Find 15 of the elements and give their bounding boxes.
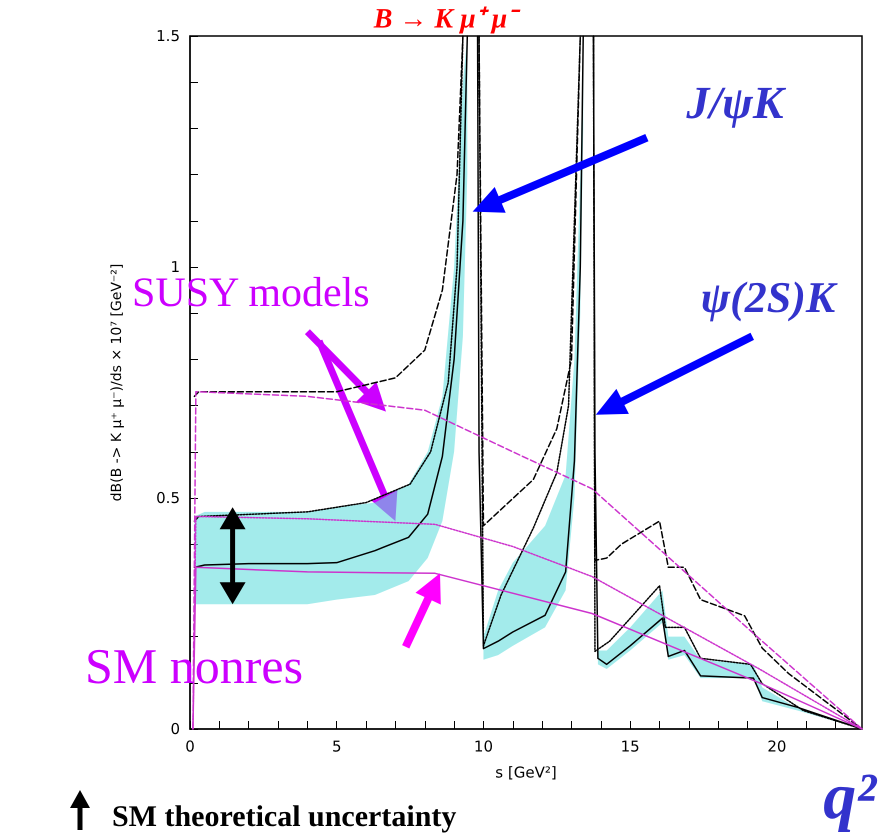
x-tick-label: 15 xyxy=(620,738,640,756)
annotation: ψ(2S)K xyxy=(700,273,838,322)
x-tick-label: 10 xyxy=(474,738,493,756)
chart-title: B → K μ⁺ μ⁻ xyxy=(372,4,522,34)
y-tick-label: 0.5 xyxy=(156,489,180,507)
y-tick-label: 0 xyxy=(170,720,180,738)
x-tick-label: 5 xyxy=(332,738,342,756)
y-tick-label: 1.5 xyxy=(156,27,180,45)
text: q² xyxy=(823,760,878,833)
annotation: J/ψK xyxy=(685,77,787,128)
y-axis-title: dB(B -> K μ⁺ μ⁻)/ds × 10⁷ [GeV⁻²] xyxy=(109,264,125,502)
x-axis-title: s [GeV²] xyxy=(495,764,557,782)
text: SM theoretical uncertainty xyxy=(112,800,456,833)
x-tick-label: 20 xyxy=(767,738,786,756)
x-tick-label: 0 xyxy=(185,738,195,756)
